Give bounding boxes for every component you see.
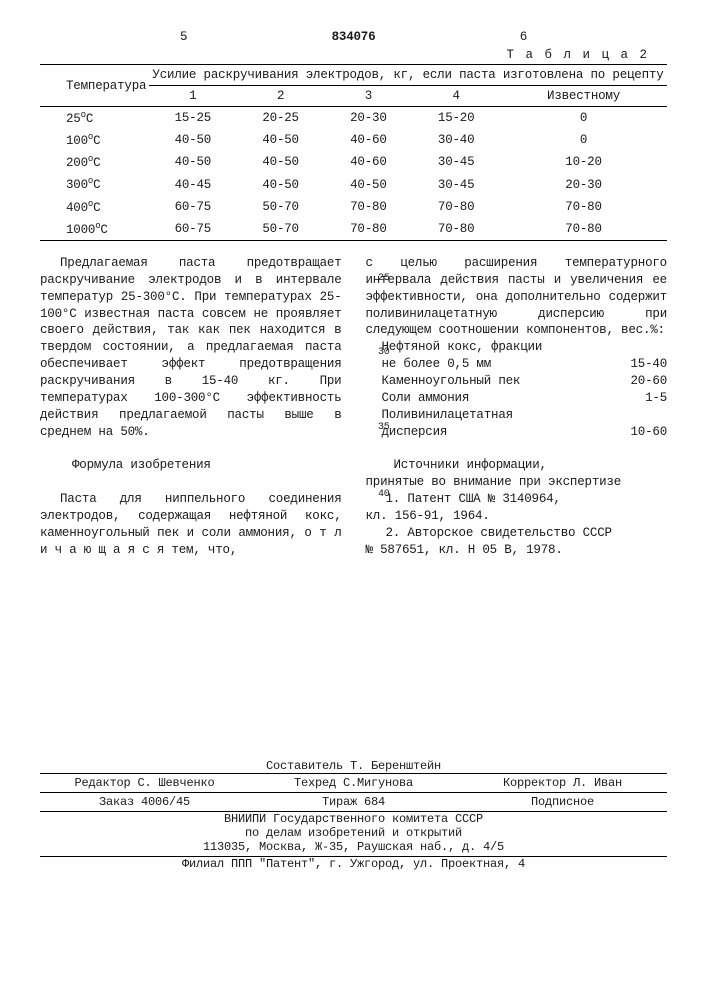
table-row: 300оС40-4540-5040-5030-4520-30 — [40, 173, 667, 195]
cell-temp: 400оС — [40, 196, 149, 218]
table-row: 100оС40-5040-5040-6030-400 — [40, 129, 667, 151]
cell-value: 40-50 — [237, 151, 325, 173]
cell-value: 40-50 — [237, 129, 325, 151]
cell-value: 15-20 — [412, 107, 500, 130]
cell-value: 70-80 — [500, 218, 667, 241]
cell-value: 40-50 — [325, 173, 413, 195]
left-p1: Предлагаемая паста предотвращает раскруч… — [40, 255, 342, 441]
cell-value: 70-80 — [412, 218, 500, 241]
body-columns: Предлагаемая паста предотвращает раскруч… — [40, 255, 667, 559]
cell-value: 0 — [500, 107, 667, 130]
component-line: Нефтяной кокс, фракции — [366, 339, 668, 356]
source-1a: 1. Патент США № 3140964, — [366, 491, 668, 508]
components-list: Нефтяной кокс, фракциине более 0,5 мм15-… — [366, 339, 668, 440]
page: 5 834076 6 Т а б л и ц а 2 Температура У… — [40, 30, 667, 871]
cell-value: 50-70 — [237, 196, 325, 218]
footer-corrector: Корректор Л. Иван — [458, 776, 667, 790]
source-2b: № 587651, кл. Н 05 В, 1978. — [366, 542, 668, 559]
cell-value: 10-20 — [500, 151, 667, 173]
footer-podp: Подписное — [458, 795, 667, 809]
table-label: Т а б л и ц а 2 — [40, 48, 649, 62]
cell-value: 70-80 — [412, 196, 500, 218]
page-col-left: 5 — [180, 30, 187, 44]
table-row: 400оС60-7550-7070-8070-8070-80 — [40, 196, 667, 218]
right-column: с целью расширения температурного интерв… — [366, 255, 668, 559]
footer-credits: Редактор С. Шевченко Техред С.Мигунова К… — [40, 773, 667, 793]
cell-value: 40-45 — [149, 173, 237, 195]
sources-head2: принятые во внимание при экспертизе — [366, 474, 668, 491]
left-p2: Паста для ниппельного соединения электро… — [40, 491, 342, 559]
cell-value: 40-60 — [325, 151, 413, 173]
cell-temp: 200оС — [40, 151, 149, 173]
component-row: не более 0,5 мм15-40 — [366, 356, 668, 373]
header-row-1: Температура Усилие раскручивания электро… — [40, 65, 667, 86]
cell-value: 70-80 — [500, 196, 667, 218]
line-number: 40 — [378, 489, 390, 500]
cell-value: 50-70 — [237, 218, 325, 241]
component-row: дисперсия10-60 — [366, 424, 668, 441]
component-line: Поливинилацетатная — [366, 407, 668, 424]
cell-value: 20-30 — [325, 107, 413, 130]
line-number: 35 — [378, 422, 390, 433]
table-row: 1000оС60-7550-7070-8070-8070-80 — [40, 218, 667, 241]
left-column: Предлагаемая паста предотвращает раскруч… — [40, 255, 342, 559]
subcol-3: 3 — [325, 86, 413, 107]
cell-value: 30-45 — [412, 173, 500, 195]
cell-value: 40-50 — [149, 151, 237, 173]
subcol-known: Известному — [500, 86, 667, 107]
cell-value: 40-60 — [325, 129, 413, 151]
cell-value: 15-25 — [149, 107, 237, 130]
cell-temp: 25оС — [40, 107, 149, 130]
subcol-4: 4 — [412, 86, 500, 107]
line-number: 30 — [378, 347, 390, 358]
source-1b: кл. 156-91, 1964. — [366, 508, 668, 525]
cell-temp: 1000оС — [40, 218, 149, 241]
footer-addr2: Филиал ППП "Патент", г. Ужгород, ул. Про… — [40, 857, 667, 871]
table-body: 25оС15-2520-2520-3015-200100оС40-5040-50… — [40, 107, 667, 241]
group-header: Усилие раскручивания электродов, кг, есл… — [149, 65, 667, 86]
cell-value: 0 — [500, 129, 667, 151]
footer-tirazh: Тираж 684 — [249, 795, 458, 809]
cell-value: 70-80 — [325, 218, 413, 241]
sources-head: Источники информации, — [366, 457, 668, 474]
cell-value: 30-40 — [412, 129, 500, 151]
footer-addr1: 113035, Москва, Ж-35, Раушская наб., д. … — [40, 840, 667, 857]
cell-temp: 300оС — [40, 173, 149, 195]
cell-value: 30-45 — [412, 151, 500, 173]
component-row: Каменноугольный пек20-60 — [366, 373, 668, 390]
component-row: Соли аммония1-5 — [366, 390, 668, 407]
cell-value: 60-75 — [149, 196, 237, 218]
page-col-right: 6 — [520, 30, 527, 44]
footer-org1: ВНИИПИ Государственного комитета СССР — [40, 812, 667, 826]
footer-composer: Составитель Т. Беренштейн — [40, 759, 667, 773]
footer: Составитель Т. Беренштейн Редактор С. Ше… — [40, 759, 667, 871]
footer-techred: Техред С.Мигунова — [249, 776, 458, 790]
data-table: Температура Усилие раскручивания электро… — [40, 64, 667, 241]
source-2a: 2. Авторское свидетельство СССР — [366, 525, 668, 542]
cell-temp: 100оС — [40, 129, 149, 151]
patent-number: 834076 — [332, 30, 376, 44]
formula-heading: Формула изобретения — [40, 457, 342, 474]
footer-org2: по делам изобретений и открытий — [40, 826, 667, 840]
footer-print-info: Заказ 4006/45 Тираж 684 Подписное — [40, 793, 667, 812]
subcol-2: 2 — [237, 86, 325, 107]
cell-value: 60-75 — [149, 218, 237, 241]
cell-value: 40-50 — [149, 129, 237, 151]
subcol-1: 1 — [149, 86, 237, 107]
table-row: 200оС40-5040-5040-6030-4510-20 — [40, 151, 667, 173]
table-row: 25оС15-2520-2520-3015-200 — [40, 107, 667, 130]
cell-value: 40-50 — [237, 173, 325, 195]
footer-editor: Редактор С. Шевченко — [40, 776, 249, 790]
cell-value: 20-30 — [500, 173, 667, 195]
cell-value: 70-80 — [325, 196, 413, 218]
cell-value: 20-25 — [237, 107, 325, 130]
right-p1: с целью расширения температурного интерв… — [366, 255, 668, 339]
line-number: 25 — [378, 273, 390, 284]
page-header: 5 834076 6 — [40, 30, 667, 44]
footer-zakaz: Заказ 4006/45 — [40, 795, 249, 809]
col-temp-header: Температура — [40, 65, 149, 107]
